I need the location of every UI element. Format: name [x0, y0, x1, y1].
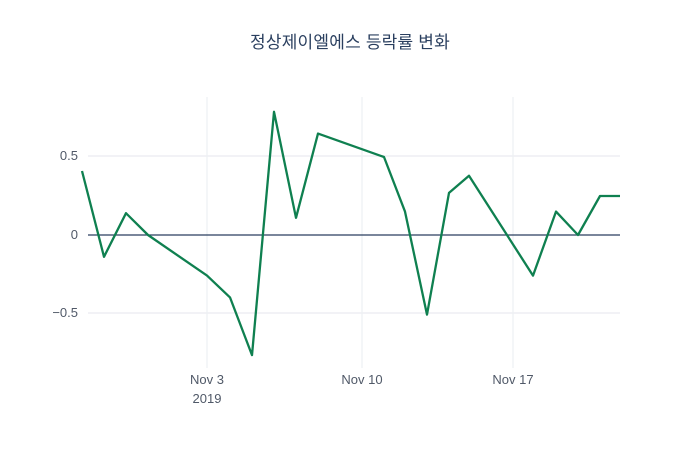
xtick-label-nov-17: Nov 17 — [492, 372, 534, 387]
ytick-label-1: 0 — [70, 227, 78, 242]
vertical-gridlines — [206, 97, 514, 368]
xtick-label-nov-3: Nov 3 — [190, 372, 224, 387]
data-series-line — [80, 110, 620, 357]
ytick-label-2: −0.5 — [52, 305, 78, 320]
ytick-label-0: 0.5 — [59, 148, 78, 163]
chart-title: 정상제이엘에스 등락률 변화 — [250, 33, 450, 52]
xtick-sublabel-year: 2019 — [192, 391, 222, 406]
xtick-label-nov-10: Nov 10 — [341, 372, 383, 387]
horizontal-gridlines — [88, 155, 620, 314]
